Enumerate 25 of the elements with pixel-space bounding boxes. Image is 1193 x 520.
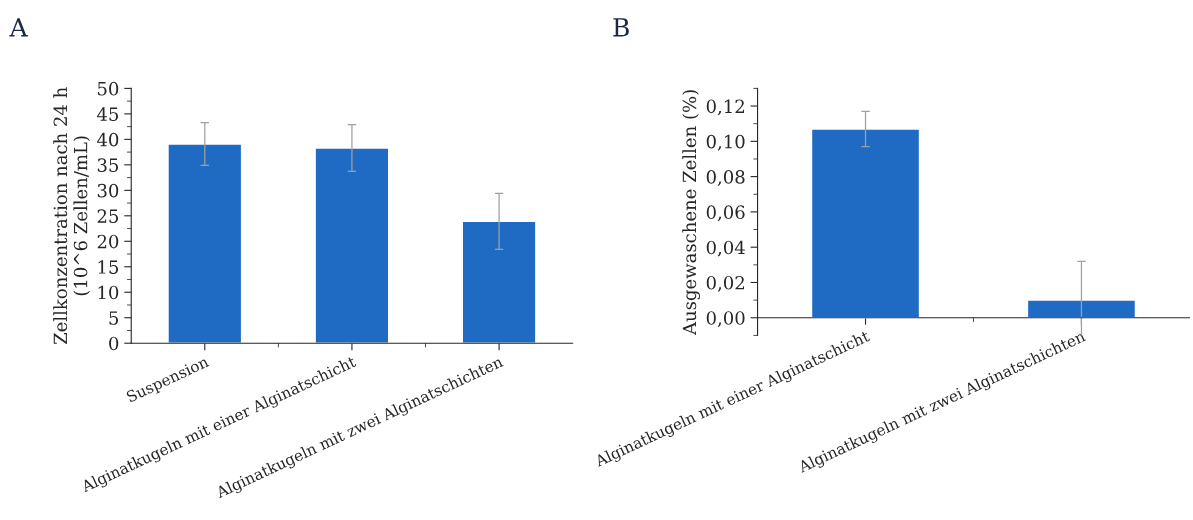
y-tick-label: 45 bbox=[97, 107, 119, 121]
y-tick-label: 30 bbox=[97, 183, 119, 198]
y-tick-label: 40 bbox=[97, 132, 119, 147]
text: A bbox=[9, 18, 28, 37]
y-tick-label: 20 bbox=[97, 234, 119, 249]
y-tick-label: 0,04 bbox=[706, 240, 745, 257]
bar bbox=[461, 220, 537, 344]
y-tick-label: 5 bbox=[109, 311, 119, 325]
y-axis-title: Zellkonzentration nach 24 h (10^6 Zellen/mL) bbox=[53, 87, 90, 345]
y-tick-label: 0,00 bbox=[706, 311, 745, 328]
y-tick-label: 0,06 bbox=[706, 205, 745, 222]
y-tick-label: 10 bbox=[98, 285, 119, 300]
y-tick-label: 25 bbox=[97, 209, 119, 223]
text: B bbox=[613, 18, 629, 37]
y-tick-label: 15 bbox=[98, 260, 119, 274]
y-tick-label: 0,02 bbox=[706, 275, 744, 292]
y-axis-title: Ausgewaschene Zellen (%) bbox=[682, 90, 700, 336]
y-tick-label: 0 bbox=[109, 336, 119, 351]
bar bbox=[314, 147, 390, 344]
y-tick-label: 50 bbox=[97, 81, 119, 96]
y-tick-label: 0,12 bbox=[706, 99, 744, 116]
y-tick-label: 0,10 bbox=[706, 134, 745, 151]
y-tick-label: 35 bbox=[97, 158, 119, 172]
y-tick-label: 0,08 bbox=[706, 170, 745, 186]
bar bbox=[167, 143, 243, 344]
